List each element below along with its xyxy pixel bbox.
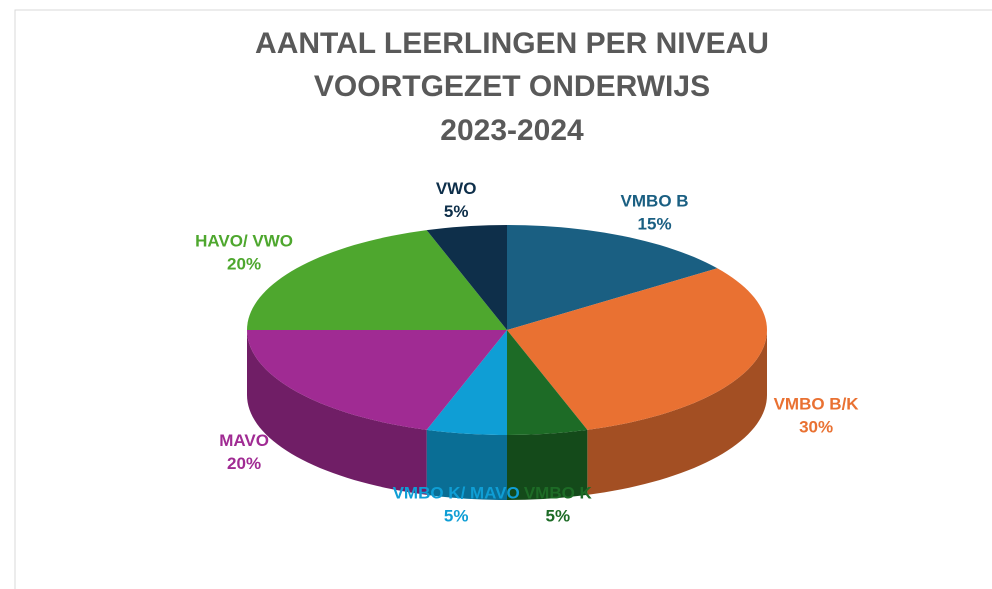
slice: [507, 225, 718, 330]
chart-title: VOORTGEZET ONDERWIJS: [314, 70, 710, 103]
data-label-category: MAVO: [219, 431, 269, 450]
chart-title: 2023-2024: [440, 114, 584, 147]
data-label-value: 30%: [799, 418, 833, 437]
data-label-category: VMBO K/ MAVO: [393, 484, 520, 503]
slice: [507, 268, 767, 430]
data-label-value: 20%: [227, 454, 261, 473]
data-label-category: VMBO K: [524, 484, 593, 503]
data-label-category: VWO: [436, 179, 477, 198]
data-label-category: HAVO/ VWO: [195, 231, 293, 250]
data-label-value: 5%: [444, 202, 469, 221]
slice: [247, 330, 507, 430]
slice: [247, 230, 507, 330]
slice-side: [507, 429, 588, 500]
slice-side: [587, 330, 767, 495]
slice: [507, 330, 588, 435]
slice-side: [247, 330, 427, 495]
data-label-category: VMBO B/K: [774, 395, 860, 414]
data-label-value: 5%: [546, 507, 571, 526]
chart-title: AANTAL LEERLINGEN PER NIVEAU: [255, 27, 769, 60]
data-label-value: 20%: [227, 254, 261, 273]
data-label-category: VMBO B: [621, 192, 689, 211]
slice: [426, 330, 507, 435]
slice: [426, 225, 507, 330]
data-label-value: 5%: [444, 507, 469, 526]
data-label-value: 15%: [638, 215, 672, 234]
slice-side: [426, 429, 507, 500]
